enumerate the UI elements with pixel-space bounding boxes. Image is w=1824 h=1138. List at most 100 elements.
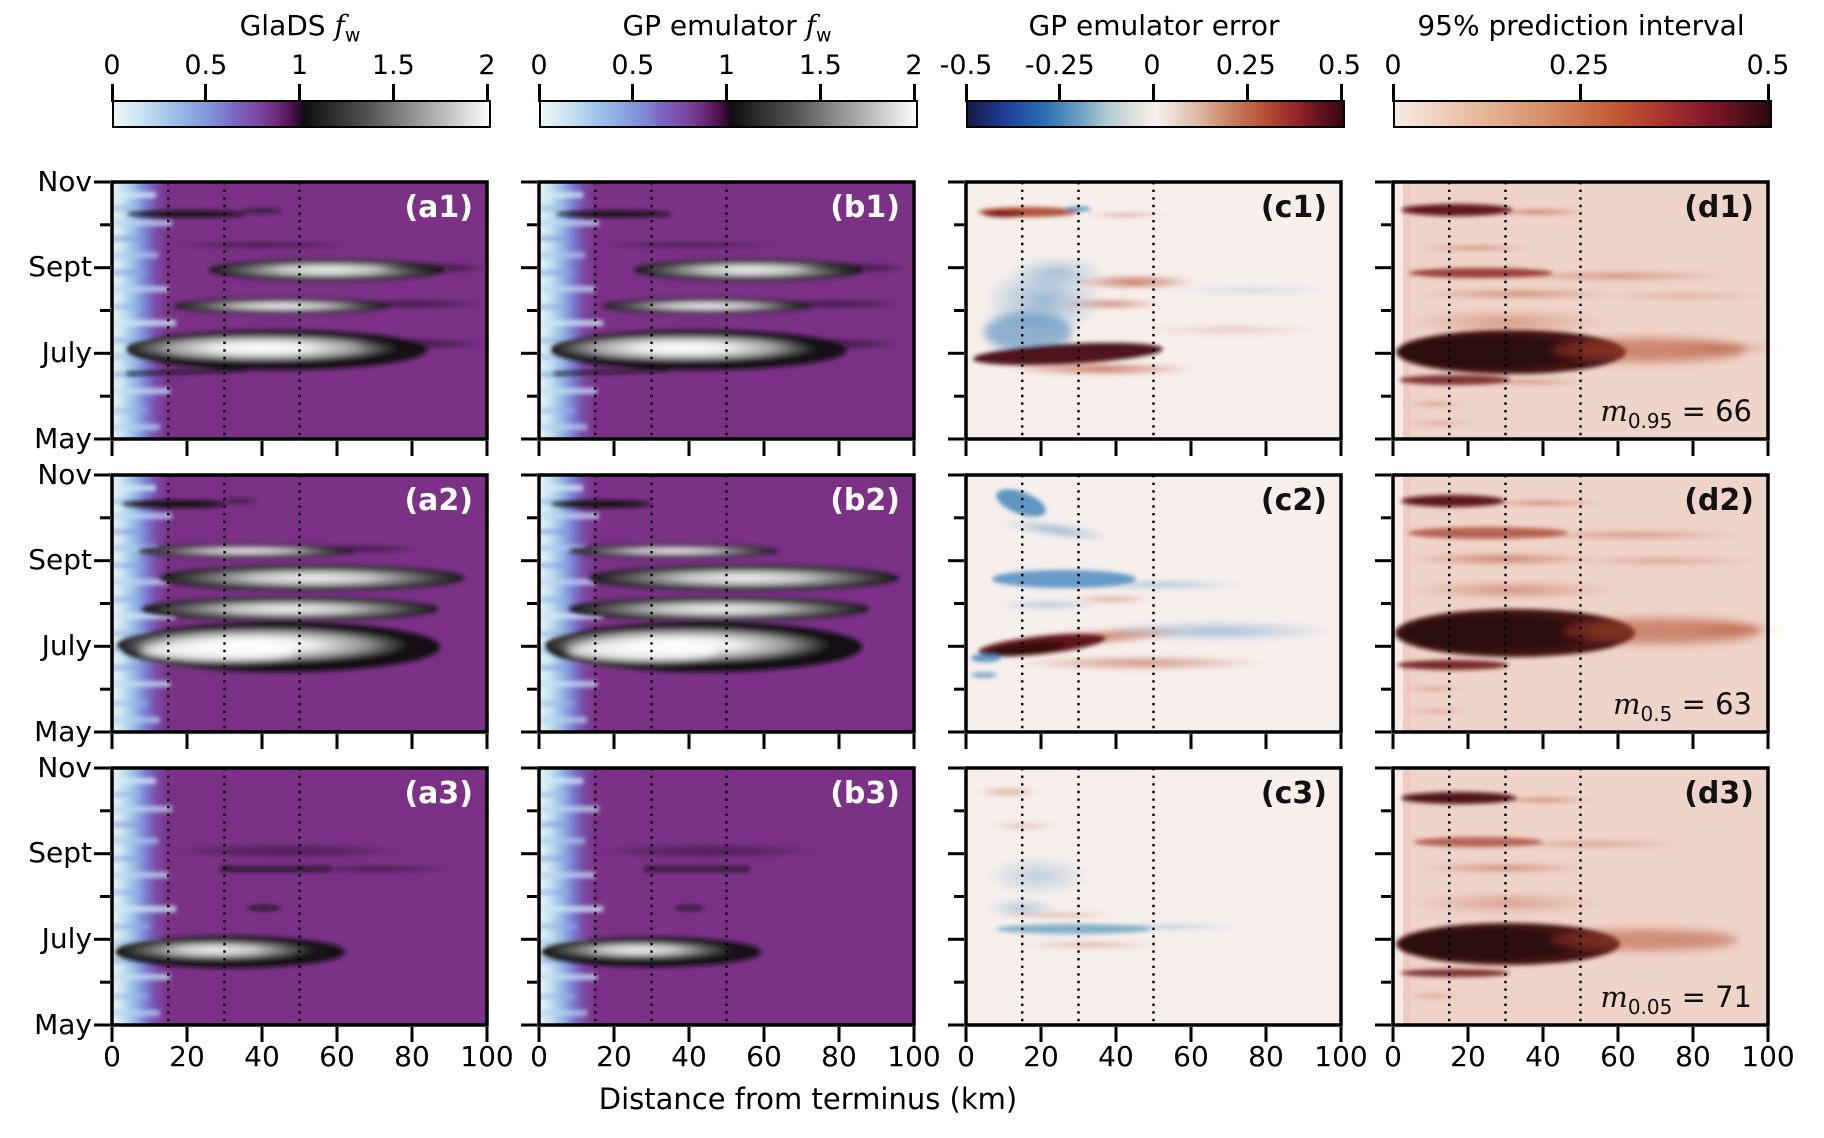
colorbar-label: 0.5 (1318, 50, 1361, 81)
colorbar-tick (725, 84, 728, 102)
colorbar-label: 1.5 (371, 50, 415, 81)
colorbar-tick (1579, 84, 1582, 102)
y-tick-label: Nov (37, 751, 92, 784)
panel-d1: (d1) m0.95 = 66 (1373, 180, 1785, 458)
colorbar-tick (631, 84, 635, 102)
column-title-interval: 95% prediction interval (1417, 9, 1745, 42)
x-tick-label: 0 (957, 1040, 975, 1073)
y-tick-label: Sept (28, 250, 92, 283)
heatmap-art-c3 (946, 766, 1343, 1044)
colorbar-label: 0.5 (611, 50, 655, 81)
panel-d3: (d3) m0.05 = 71 (1373, 766, 1770, 1044)
panel-a2: (a2) (92, 473, 489, 751)
colorbar-interval (1393, 100, 1772, 128)
panel-label: (d2) (1684, 483, 1754, 518)
y-tick-label: Sept (28, 543, 92, 576)
x-tick-label: 40 (1098, 1040, 1134, 1073)
colorbar-label: -0.25 (1024, 50, 1095, 81)
panel-a3: (a3) (92, 766, 489, 1044)
colorbar-tick (818, 84, 822, 102)
heatmap-art-d2 (1373, 473, 1788, 751)
colorbar-error (966, 100, 1345, 128)
heatmap-art-c1 (946, 180, 1343, 458)
panel-label: (d1) (1684, 190, 1754, 225)
colorbar-label: 2 (905, 50, 923, 81)
x-tick-label: 20 (1450, 1040, 1486, 1073)
panel-c1: (c1) (946, 180, 1343, 458)
heatmap-art-b3 (519, 766, 916, 1044)
colorbar-label: 0.5 (184, 50, 228, 81)
x-tick-label: 60 (1600, 1040, 1636, 1073)
panel-label: (a1) (404, 190, 473, 225)
y-tick-label: July (41, 336, 92, 369)
colorbar-tick (298, 84, 301, 102)
panel-label: (c2) (1260, 483, 1327, 518)
panel-c2: (c2) (946, 473, 1343, 751)
y-tick-label: May (34, 715, 92, 748)
colorbar-tick (1339, 84, 1343, 102)
quantile-annotation-d3: m0.05 = 71 (1600, 980, 1752, 1019)
colorbar-tick (110, 84, 114, 102)
quantile-annotation-d2: m0.5 = 63 (1613, 687, 1752, 726)
panel-label: (a3) (404, 776, 473, 811)
panel-b2: (b2) (519, 473, 916, 751)
y-tick-label: May (34, 1008, 92, 1041)
y-tick-label: Sept (28, 836, 92, 869)
colorbar-tick (1058, 84, 1062, 102)
colorbar-label: 1 (717, 50, 736, 81)
x-tick-label: 80 (821, 1040, 857, 1073)
x-axis-title: Distance from terminus (km) (598, 1082, 1018, 1116)
colorbar-label: 0 (1143, 50, 1161, 81)
x-tick-label: 60 (319, 1040, 355, 1073)
panel-label: (a2) (404, 483, 473, 518)
heatmap-art-a2 (92, 473, 489, 751)
colorbar-tick (485, 84, 489, 102)
x-tick-label: 60 (1173, 1040, 1209, 1073)
x-tick-label: 0 (1384, 1040, 1402, 1073)
x-tick-label: 100 (1314, 1040, 1368, 1073)
colorbar-label: 2 (478, 50, 496, 81)
panel-label: (c3) (1260, 776, 1327, 811)
heatmap-art-b1 (519, 180, 916, 458)
colorbar-label: 0 (530, 50, 548, 81)
heatmap-art-d3 (1373, 766, 1770, 1044)
x-tick-label: 0 (530, 1040, 548, 1073)
colorbar-tick (391, 84, 395, 102)
y-tick-label: July (41, 629, 92, 662)
panel-b1: (b1) (519, 180, 916, 458)
colorbar-tick (964, 84, 968, 102)
x-tick-label: 20 (169, 1040, 205, 1073)
x-tick-label: 20 (596, 1040, 632, 1073)
colorbar-label: 0.25 (1548, 50, 1610, 81)
x-tick-label: 100 (887, 1040, 941, 1073)
colorbar-tick (537, 84, 541, 102)
colorbar-tick (1766, 84, 1770, 102)
panel-label: (b3) (830, 776, 900, 811)
heatmap-art-a1 (92, 180, 489, 458)
colorbar-label: 0 (1384, 50, 1402, 81)
y-tick-label: July (41, 922, 92, 955)
panel-label: (b2) (830, 483, 900, 518)
x-tick-label: 40 (1525, 1040, 1561, 1073)
x-tick-label: 100 (460, 1040, 514, 1073)
colorbar-tick (1152, 84, 1155, 102)
colorbar-label: 0 (103, 50, 121, 81)
colorbar-label: 0.25 (1215, 50, 1276, 81)
colorbar-tick (1245, 84, 1249, 102)
column-title-error: GP emulator error (1028, 9, 1280, 42)
colorbar-emulator-fw (539, 100, 918, 128)
heatmap-art-d1 (1373, 180, 1785, 458)
colorbar-tick (912, 84, 916, 102)
panel-label: (b1) (830, 190, 900, 225)
panel-label: (d3) (1684, 776, 1754, 811)
y-tick-label: Nov (37, 458, 92, 491)
heatmap-art-c2 (946, 473, 1343, 751)
colorbar-label: -0.5 (939, 50, 993, 81)
x-tick-label: 100 (1741, 1040, 1795, 1073)
x-tick-label: 40 (671, 1040, 707, 1073)
x-tick-label: 60 (746, 1040, 782, 1073)
x-tick-label: 80 (394, 1040, 430, 1073)
x-tick-label: 80 (1675, 1040, 1711, 1073)
y-tick-label: May (34, 422, 92, 455)
